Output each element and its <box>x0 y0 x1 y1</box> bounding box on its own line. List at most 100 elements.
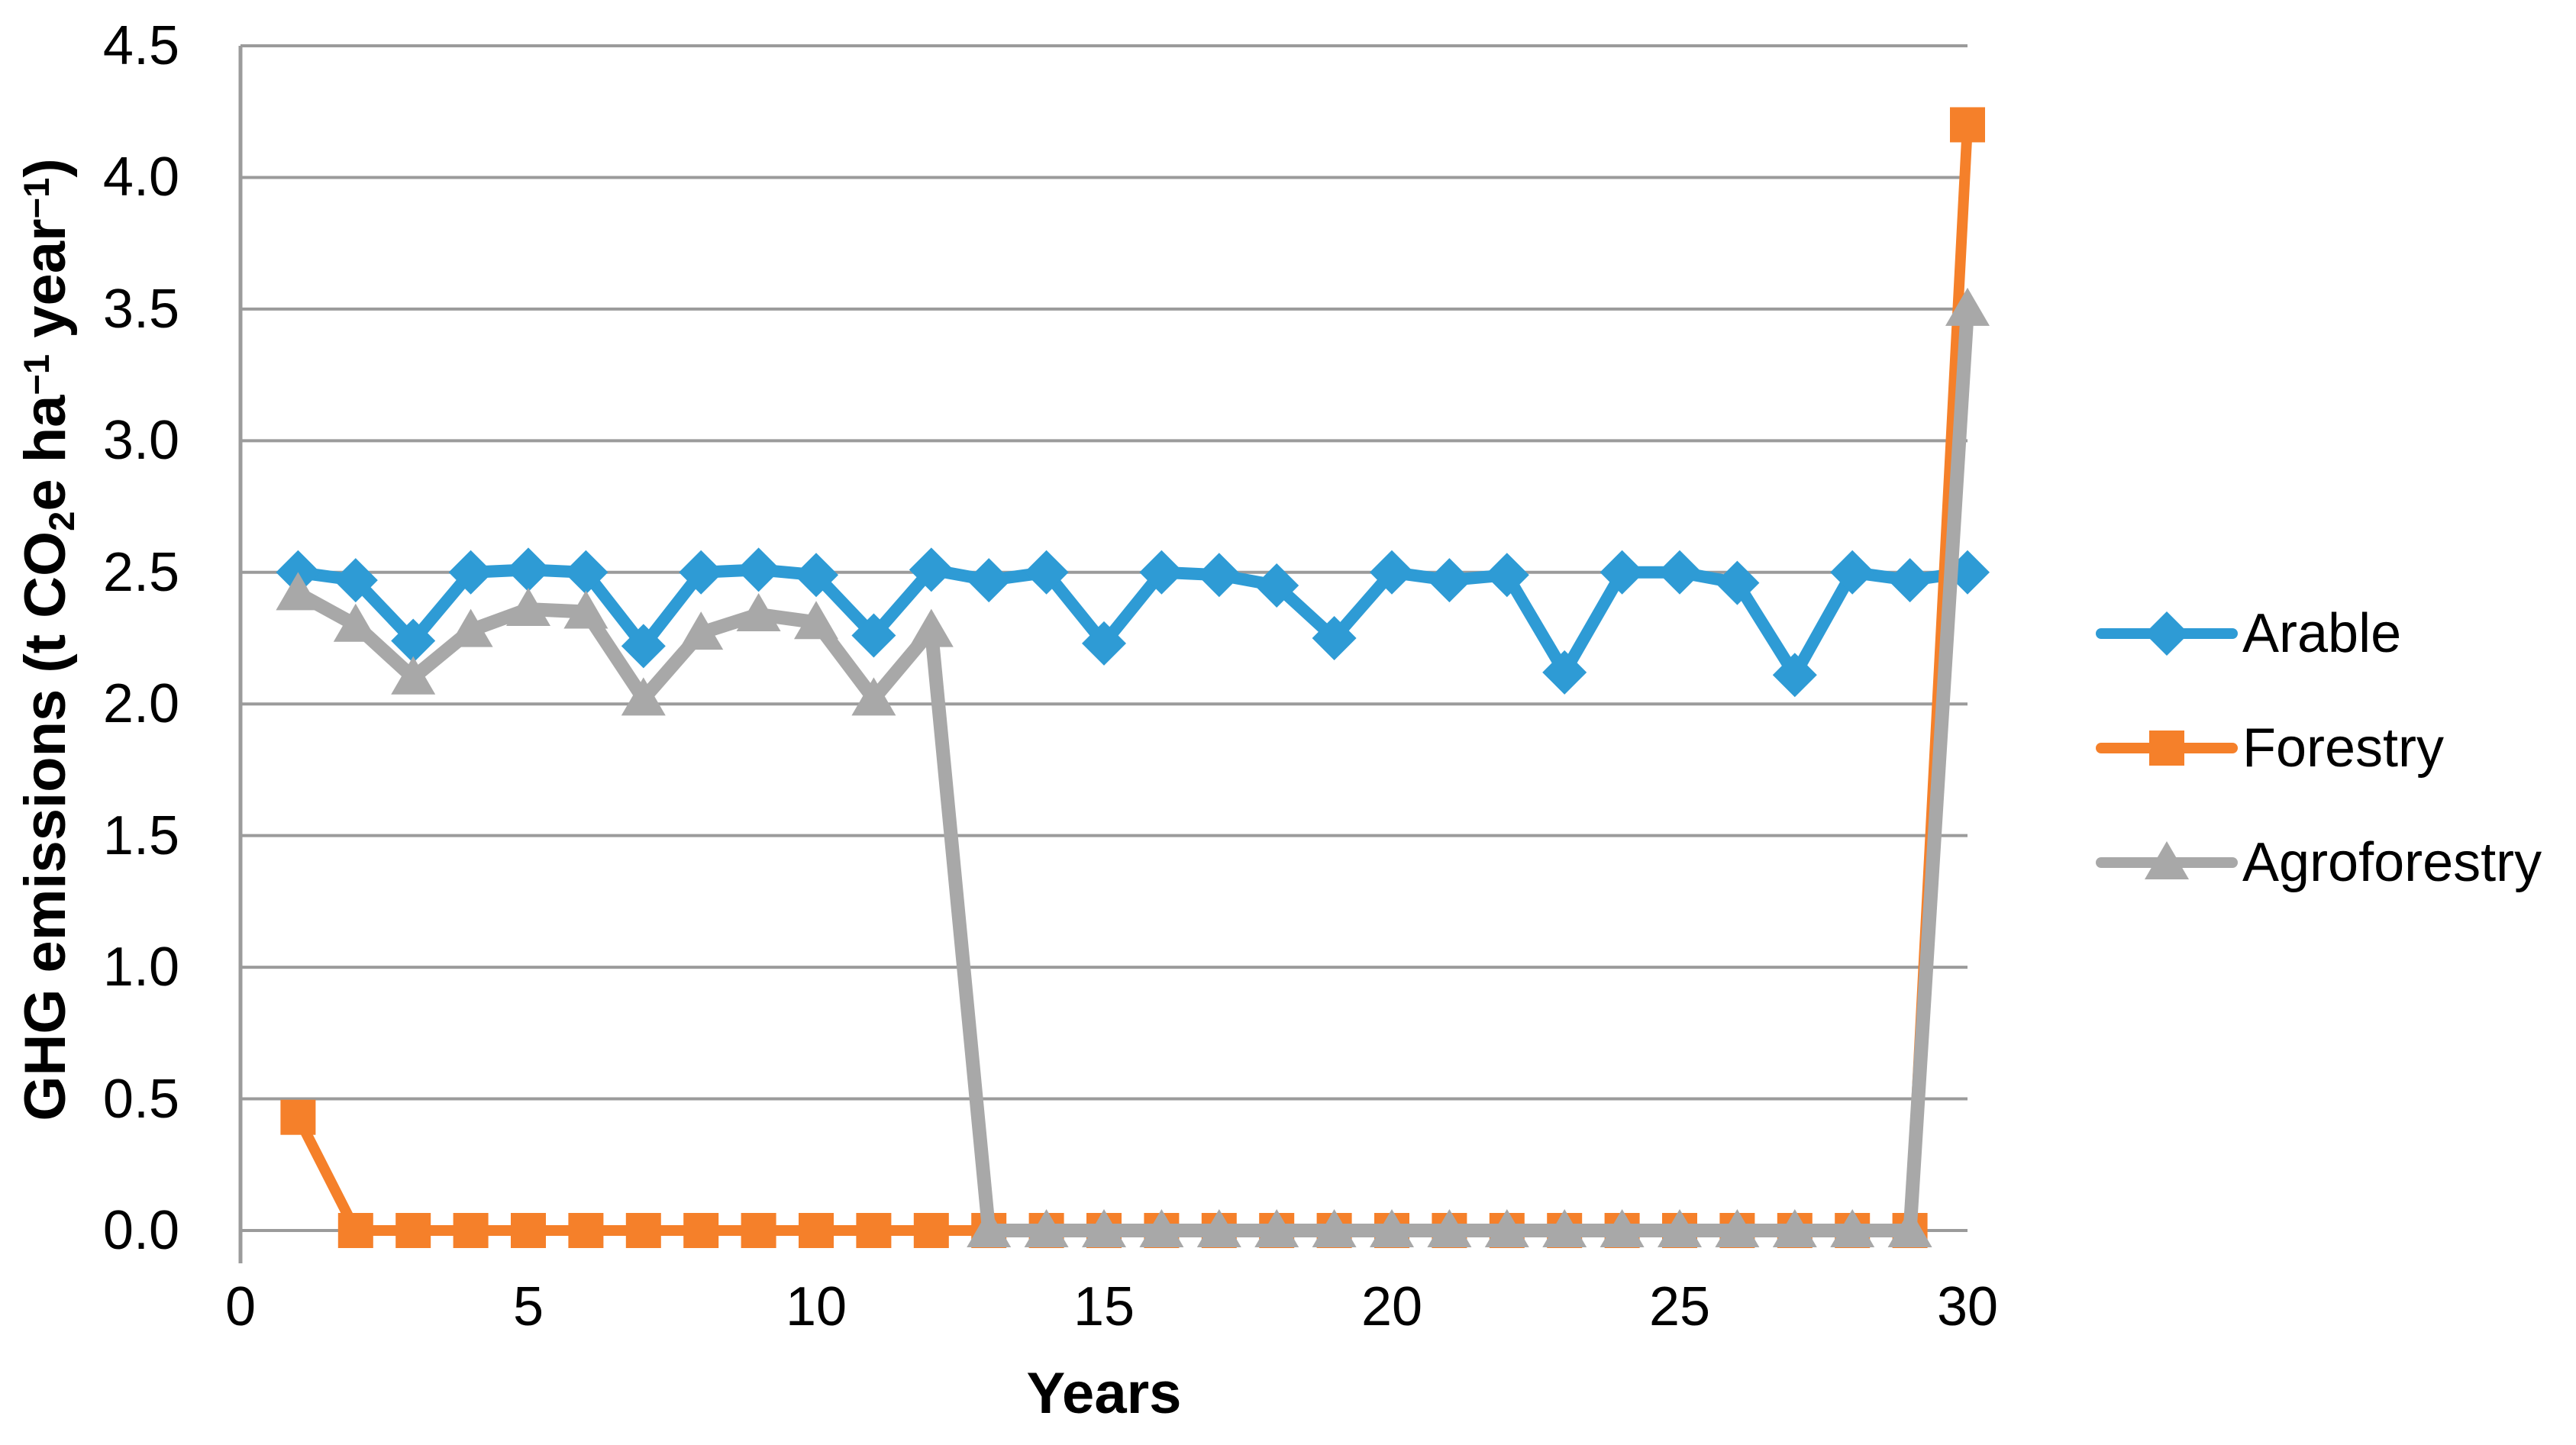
diamond-marker <box>1484 553 1529 598</box>
diamond-marker <box>967 558 1012 603</box>
triangle-marker <box>1312 1209 1357 1247</box>
square-marker <box>1950 107 1985 143</box>
diamond-marker <box>2145 611 2189 656</box>
diamond-marker <box>1024 550 1069 595</box>
triangle-marker <box>1830 1209 1875 1247</box>
triangle-marker <box>621 677 666 716</box>
triangle-marker <box>1196 1209 1241 1247</box>
y-axis-title-text: year <box>13 218 79 354</box>
diamond-marker <box>1370 550 1414 595</box>
y-axis-title: GHG emissions (t CO2e ha−1 year−1) <box>12 158 82 1121</box>
legend-diamond-swatch <box>2096 611 2238 656</box>
y-axis-title-sup: −1 <box>15 353 56 395</box>
diamond-marker <box>448 550 493 595</box>
series-line-arable <box>292 563 1974 682</box>
y-axis-title-text: GHG emissions (t CO <box>13 531 79 1121</box>
diamond-marker <box>1600 550 1645 595</box>
square-marker <box>453 1213 489 1248</box>
y-tick-label-2.0: 2.0 <box>102 673 179 735</box>
x-axis-title: Years <box>1026 1361 1182 1426</box>
diamond-marker <box>1830 550 1875 595</box>
diamond-marker <box>1887 558 1932 603</box>
diamond-marker <box>391 618 436 663</box>
diamond-marker <box>563 550 608 595</box>
square-marker <box>511 1213 546 1248</box>
triangle-marker <box>1600 1209 1645 1247</box>
diamond-marker <box>1254 563 1299 608</box>
series-line-agroforestry <box>291 302 1974 1237</box>
triangle-marker <box>1370 1209 1414 1247</box>
y-axis-title-sup: −1 <box>15 177 56 219</box>
triangle-marker <box>1887 1209 1932 1247</box>
triangle-marker <box>1772 1209 1817 1247</box>
x-tick-label-5: 5 <box>512 1276 544 1337</box>
diamond-marker <box>621 624 666 669</box>
x-tick-label-10: 10 <box>785 1276 847 1337</box>
square-marker <box>913 1213 949 1248</box>
triangle-marker <box>1024 1209 1069 1247</box>
triangle-marker <box>1542 1209 1587 1247</box>
triangle-marker <box>1484 1209 1529 1247</box>
legend-triangle-swatch <box>2096 841 2238 879</box>
series-agroforestry <box>276 287 1990 1247</box>
series-line-forestry <box>292 119 1973 1236</box>
square-marker <box>568 1213 604 1248</box>
diamond-marker <box>1082 621 1126 666</box>
triangle-marker <box>736 592 781 631</box>
diamond-marker <box>1772 653 1817 698</box>
diamond-marker <box>506 547 550 592</box>
triangle-marker <box>794 601 838 640</box>
y-tick-label-1.5: 1.5 <box>102 805 179 866</box>
y-tick-label-2.5: 2.5 <box>102 541 179 603</box>
diamond-marker <box>909 547 954 592</box>
diamond-marker <box>1312 616 1357 660</box>
diamond-marker <box>333 558 378 603</box>
diamond-marker <box>851 613 896 658</box>
square-marker <box>683 1213 719 1248</box>
y-axis-title-text: ) <box>13 158 79 178</box>
square-marker <box>741 1213 776 1248</box>
square-marker <box>856 1213 892 1248</box>
x-tick-label-30: 30 <box>1936 1276 1999 1337</box>
triangle-marker <box>448 608 493 647</box>
triangle-marker <box>276 572 321 611</box>
y-axis-title-text: e ha <box>13 395 79 511</box>
diamond-marker <box>1196 553 1241 598</box>
triangle-marker <box>506 588 550 627</box>
legend-label-agroforestry: Agroforestry <box>2242 832 2542 893</box>
square-marker <box>625 1213 661 1248</box>
y-tick-label-0.0: 0.0 <box>102 1200 179 1261</box>
legend-square-swatch <box>2096 731 2238 766</box>
square-marker <box>280 1099 316 1135</box>
triangle-marker <box>1082 1209 1126 1247</box>
x-tick-label-20: 20 <box>1361 1276 1423 1337</box>
triangle-marker <box>391 656 436 695</box>
triangle-marker <box>1139 1209 1184 1247</box>
series-arable <box>276 547 1990 698</box>
triangle-marker <box>679 611 724 650</box>
legend-label-forestry: Forestry <box>2242 718 2445 779</box>
x-tick-label-0: 0 <box>224 1276 257 1337</box>
diamond-marker <box>1427 558 1472 603</box>
diamond-marker <box>736 547 781 592</box>
triangle-marker <box>851 677 896 716</box>
diamond-marker <box>1139 550 1184 595</box>
triangle-marker <box>1658 1209 1702 1247</box>
y-axis-title-sub: 2 <box>40 511 82 531</box>
square-marker <box>337 1213 373 1248</box>
square-marker <box>395 1213 431 1248</box>
triangle-marker <box>1715 1209 1760 1247</box>
triangle-marker <box>1254 1209 1299 1247</box>
diamond-marker <box>794 553 838 598</box>
triangle-marker <box>1945 287 1990 326</box>
y-tick-label-0.5: 0.5 <box>102 1068 179 1130</box>
triangle-marker <box>2145 841 2189 879</box>
diamond-marker <box>679 550 724 595</box>
triangle-marker <box>909 608 954 647</box>
diamond-marker <box>1658 550 1702 595</box>
diamond-marker <box>1715 560 1760 605</box>
triangle-marker <box>967 1209 1012 1247</box>
square-marker <box>2149 731 2184 766</box>
